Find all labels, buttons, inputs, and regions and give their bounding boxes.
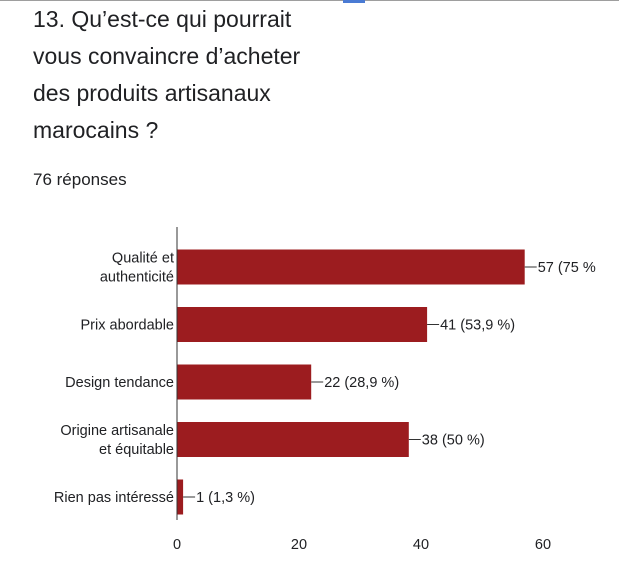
- data-label-3: 38 (50 %): [422, 433, 485, 449]
- category-label-3-1: et équitable: [99, 442, 174, 458]
- bar-0: [177, 249, 525, 285]
- category-label-0-1: authenticité: [100, 270, 174, 286]
- question-line-2: vous convaincre d’acheter: [33, 43, 301, 69]
- top-divider: [0, 0, 619, 1]
- category-label-2-0: Design tendance: [65, 375, 174, 391]
- bar-4: [177, 479, 184, 515]
- bar-2: [177, 364, 312, 400]
- data-label-2: 22 (28,9 %): [324, 375, 399, 391]
- responses-count: 76 réponses: [33, 170, 127, 189]
- top-accent-bar: [343, 0, 365, 3]
- x-tick-label-1: 20: [291, 537, 307, 553]
- x-tick-label-0: 0: [173, 537, 181, 553]
- x-tick-label-2: 40: [413, 537, 429, 553]
- data-label-1: 41 (53,9 %): [440, 318, 515, 334]
- category-label-1-0: Prix abordable: [81, 318, 175, 334]
- bar-1: [177, 307, 428, 342]
- data-label-0: 57 (75 %: [538, 260, 596, 276]
- question-title: 13. Qu’est-ce qui pourrait vous convainc…: [33, 1, 363, 149]
- question-line-4: marocains ?: [33, 117, 159, 143]
- x-tick-label-3: 60: [535, 537, 551, 553]
- category-label-3-0: Origine artisanale: [60, 423, 174, 439]
- data-label-4: 1 (1,3 %): [196, 490, 255, 506]
- question-line-3: des produits artisanaux: [33, 80, 271, 106]
- category-label-4-0: Rien pas intéressé: [54, 490, 174, 506]
- question-line-1: 13. Qu’est-ce qui pourrait: [33, 6, 292, 32]
- bar-3: [177, 422, 409, 457]
- category-label-0-0: Qualité et: [112, 251, 174, 267]
